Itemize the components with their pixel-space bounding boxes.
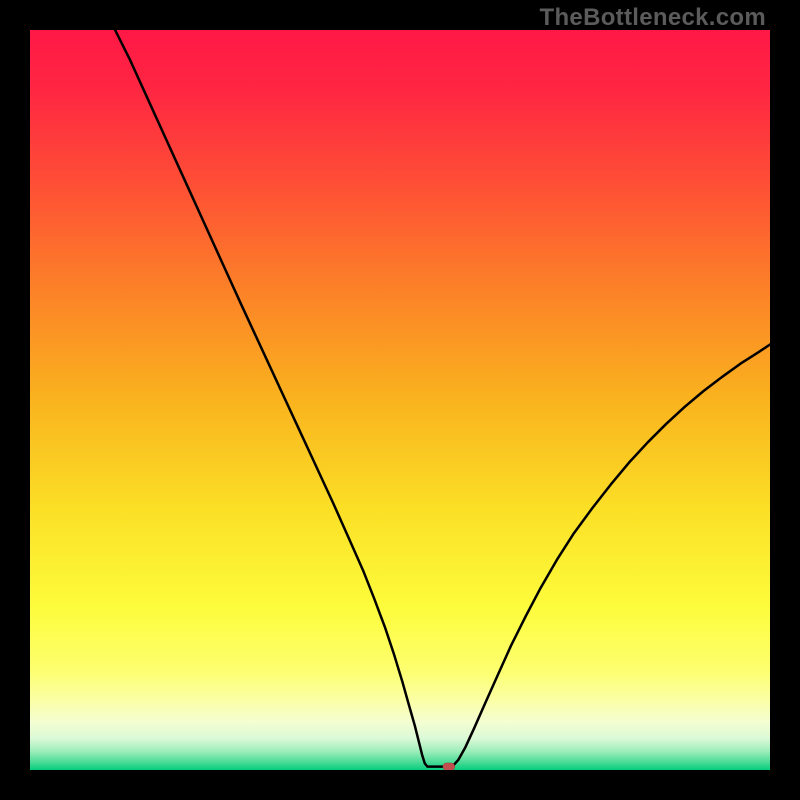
chart-svg (30, 30, 770, 770)
plot-area (30, 30, 770, 770)
watermark-text: TheBottleneck.com (540, 4, 766, 32)
chart-frame: { "watermark": { "text": "TheBottleneck.… (0, 0, 800, 800)
plot-background (30, 30, 770, 770)
optimal-point-marker (443, 763, 455, 770)
